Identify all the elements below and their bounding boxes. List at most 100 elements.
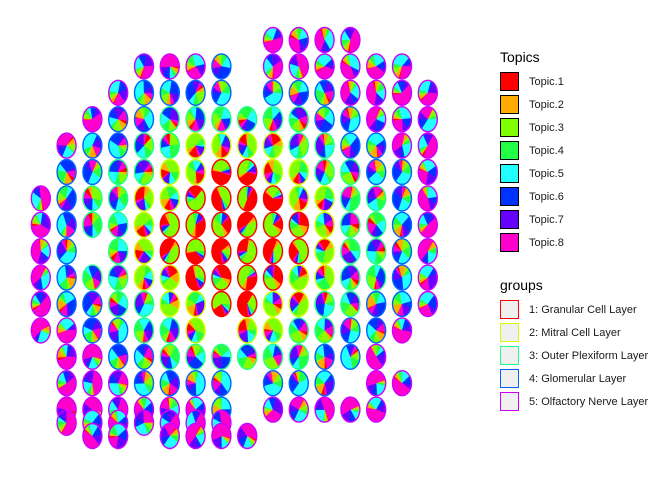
- pie-outline-group-3: [159, 317, 181, 344]
- pie-outline-group-4: [262, 79, 284, 107]
- pie-outline-group-3: [185, 105, 206, 133]
- pie-spot: [391, 370, 413, 397]
- pie-outline-group-5: [107, 422, 129, 450]
- pie-outline-group-2: [133, 211, 155, 239]
- pie-spot: [366, 105, 387, 133]
- pie-spot: [133, 105, 155, 133]
- pie-outline-group-4: [211, 370, 232, 397]
- pie-spot: [159, 211, 181, 239]
- pie-spot: [211, 158, 232, 186]
- pie-spot: [185, 317, 206, 344]
- pie-outline-group-2: [185, 132, 206, 159]
- pie-spot: [107, 132, 129, 159]
- groups-legend-title: groups: [500, 277, 543, 293]
- pie-spot: [366, 343, 387, 370]
- pie-outline-group-5: [366, 343, 387, 370]
- pie-outline-group-4: [56, 211, 77, 239]
- pie-outline-group-1: [211, 237, 232, 265]
- pie-spot: [340, 53, 361, 80]
- pie-outline-group-2: [133, 237, 155, 265]
- pie-outline-group-1: [185, 211, 206, 239]
- pie-spot: [185, 290, 206, 318]
- pie-outline-group-4: [159, 370, 181, 397]
- pie-outline-group-3: [236, 343, 258, 370]
- pie-spot: [314, 79, 335, 107]
- pie-outline-group-3: [340, 158, 361, 186]
- pie-spot: [82, 158, 103, 186]
- pie-outline-group-4: [391, 158, 413, 186]
- pie-spot: [417, 185, 438, 212]
- pie-spot: [211, 53, 232, 80]
- topics-legend: Topics Topic.1 Topic.2 Topic.3 Topic.4 Topic…: [492, 48, 672, 254]
- pie-outline-group-1: [288, 211, 309, 239]
- pie-spot: [185, 185, 206, 212]
- pie-spot: [340, 396, 361, 423]
- pie-spot: [340, 211, 361, 239]
- pie-outline-group-3: [159, 105, 181, 133]
- pie-spot: [82, 290, 103, 318]
- pie-spot: [340, 237, 361, 265]
- pie-spot: [211, 211, 232, 239]
- pie-outline-group-5: [391, 105, 413, 133]
- pie-spot: [366, 53, 387, 80]
- pie-outline-group-3: [314, 132, 335, 159]
- pie-spot: [314, 370, 335, 397]
- scatter-pie-plot: [30, 26, 438, 450]
- pie-outline-group-2: [314, 185, 335, 212]
- pie-spot: [417, 264, 438, 291]
- pie-spot: [366, 290, 387, 318]
- pie-outline-group-1: [262, 264, 284, 291]
- pie-outline-group-5: [56, 317, 77, 344]
- pie-outline-group-3: [340, 211, 361, 239]
- pie-spot: [56, 237, 77, 265]
- pie-outline-group-2: [262, 158, 284, 186]
- pie-outline-group-2: [133, 264, 155, 291]
- pie-spot: [211, 105, 232, 133]
- pie-spot: [82, 185, 103, 212]
- pie-spot: [417, 237, 438, 265]
- pie-outline-group-5: [417, 132, 438, 159]
- pie-spot: [314, 237, 335, 265]
- pie-outline-group-5: [185, 53, 206, 80]
- pie-outline-group-3: [340, 237, 361, 265]
- pie-outline-group-4: [391, 290, 413, 318]
- pie-outline-group-4: [82, 290, 103, 318]
- pie-spot: [133, 290, 155, 318]
- pie-spot: [262, 211, 284, 239]
- pie-spot: [133, 132, 155, 159]
- pie-slice-topic-8: [92, 370, 103, 396]
- pie-outline-group-5: [391, 317, 413, 344]
- legend-panel: Topics Topic.1 Topic.2 Topic.3 Topic.4 Topic…: [492, 48, 672, 413]
- pie-spot: [366, 317, 387, 344]
- legend-label-group-2: 2: Mitral Cell Layer: [529, 326, 621, 339]
- pie-outline-group-1: [236, 264, 258, 291]
- legend-key-group-1: [500, 300, 519, 319]
- pie-spot: [107, 422, 129, 450]
- legend-item-topic-3: Topic.3: [500, 116, 672, 139]
- pie-outline-group-3: [288, 132, 309, 159]
- pie-outline-group-3: [314, 158, 335, 186]
- legend-label-topic-2: Topic.2: [529, 98, 564, 111]
- pie-spot: [262, 105, 284, 133]
- pie-spot: [107, 237, 129, 265]
- pie-outline-group-4: [56, 264, 77, 291]
- pie-outline-group-3: [236, 105, 258, 133]
- legend-label-topic-4: Topic.4: [529, 144, 564, 157]
- pie-outline-group-3: [133, 132, 155, 159]
- pie-spot: [159, 158, 181, 186]
- pie-spot: [417, 79, 438, 107]
- pie-outline-group-4: [56, 158, 77, 186]
- pie-spot: [236, 290, 258, 318]
- legend-item-topic-4: Topic.4: [500, 139, 672, 162]
- pie-spot: [262, 317, 284, 344]
- pie-outline-group-3: [107, 158, 129, 186]
- pie-outline-group-3: [107, 185, 129, 212]
- pie-spot: [288, 343, 309, 370]
- pie-spot: [82, 264, 103, 291]
- legend-key-group-3: [500, 346, 519, 365]
- pie-spot: [236, 343, 258, 370]
- pie-outline-group-4: [211, 53, 232, 80]
- pie-spot: [185, 264, 206, 291]
- pie-outline-group-2: [288, 290, 309, 318]
- pie-outline-group-4: [391, 211, 413, 239]
